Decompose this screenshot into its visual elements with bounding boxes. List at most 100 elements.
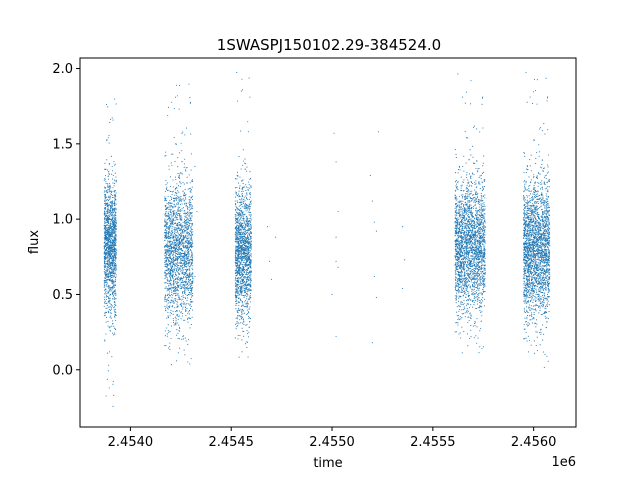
data-point [169, 312, 171, 314]
data-point [104, 162, 106, 164]
data-point [104, 212, 106, 214]
data-point [190, 318, 192, 320]
data-point [188, 188, 190, 190]
data-point [245, 265, 247, 267]
data-point [104, 202, 106, 205]
data-point [178, 222, 180, 224]
data-point [111, 205, 113, 207]
data-point [242, 186, 244, 188]
data-point [248, 246, 250, 248]
data-point [178, 191, 180, 193]
data-point [186, 207, 189, 209]
data-point [111, 117, 113, 119]
data-point [249, 206, 251, 208]
data-point [242, 305, 244, 307]
data-point [166, 304, 168, 306]
data-point [112, 291, 114, 293]
data-point [181, 150, 183, 152]
data-point [104, 235, 106, 237]
data-point [177, 196, 180, 198]
data-point [106, 285, 108, 287]
data-point [239, 334, 241, 337]
data-point [247, 313, 249, 315]
data-point [166, 182, 168, 184]
data-point [235, 252, 237, 254]
data-point [168, 331, 170, 333]
data-point [182, 276, 185, 278]
data-point [244, 292, 246, 294]
data-point [241, 188, 243, 190]
data-point [177, 210, 179, 212]
data-point [103, 191, 105, 193]
data-point [178, 234, 180, 237]
data-point [112, 182, 114, 184]
data-point [172, 318, 174, 320]
data-point [236, 326, 238, 328]
data-point [178, 253, 180, 255]
data-point [192, 287, 194, 289]
data-point [245, 285, 248, 287]
data-point [235, 283, 237, 285]
data-point [113, 240, 115, 242]
data-point [107, 263, 109, 265]
data-point [248, 315, 250, 317]
data-point [174, 278, 177, 280]
data-point [241, 339, 243, 341]
data-point [246, 259, 248, 261]
data-point [110, 201, 112, 203]
data-point [114, 197, 116, 199]
data-point [114, 306, 116, 308]
data-point [104, 178, 106, 180]
data-point [110, 249, 112, 251]
data-point [187, 361, 189, 363]
data-point [186, 299, 188, 301]
data-point [236, 302, 238, 304]
data-point [169, 176, 172, 178]
data-point [246, 219, 248, 221]
data-point [104, 204, 106, 206]
data-point [171, 243, 173, 245]
data-point [109, 309, 111, 312]
data-point [171, 228, 173, 230]
data-point [110, 262, 112, 264]
data-point [175, 228, 177, 230]
data-point [177, 318, 179, 320]
data-point [238, 190, 240, 192]
data-point [178, 203, 180, 205]
data-point [247, 272, 250, 274]
data-point [179, 84, 181, 87]
data-point [168, 230, 171, 232]
data-point [184, 260, 186, 262]
data-point [241, 351, 243, 353]
data-point [103, 221, 105, 223]
data-point [245, 206, 247, 208]
data-point [181, 270, 183, 272]
data-point [191, 196, 193, 198]
data-point [109, 288, 111, 291]
data-point [238, 305, 240, 307]
data-point [107, 239, 109, 241]
data-point [106, 352, 109, 354]
data-point [175, 198, 178, 200]
data-point [104, 168, 106, 171]
data-point [239, 219, 241, 221]
data-point [168, 227, 170, 229]
data-point [104, 255, 106, 257]
data-point [164, 205, 166, 207]
data-point [180, 279, 182, 281]
data-point [241, 257, 243, 259]
data-point [106, 221, 108, 223]
data-point [103, 246, 105, 248]
data-point [238, 210, 240, 212]
data-point [108, 191, 110, 193]
data-point [244, 205, 246, 207]
data-point [246, 309, 248, 311]
data-point [244, 257, 246, 259]
data-point [104, 190, 106, 192]
data-point [174, 176, 176, 178]
data-point [179, 347, 181, 349]
data-point [114, 201, 116, 203]
data-point [111, 191, 113, 194]
data-point [235, 308, 237, 310]
data-point [114, 278, 116, 280]
